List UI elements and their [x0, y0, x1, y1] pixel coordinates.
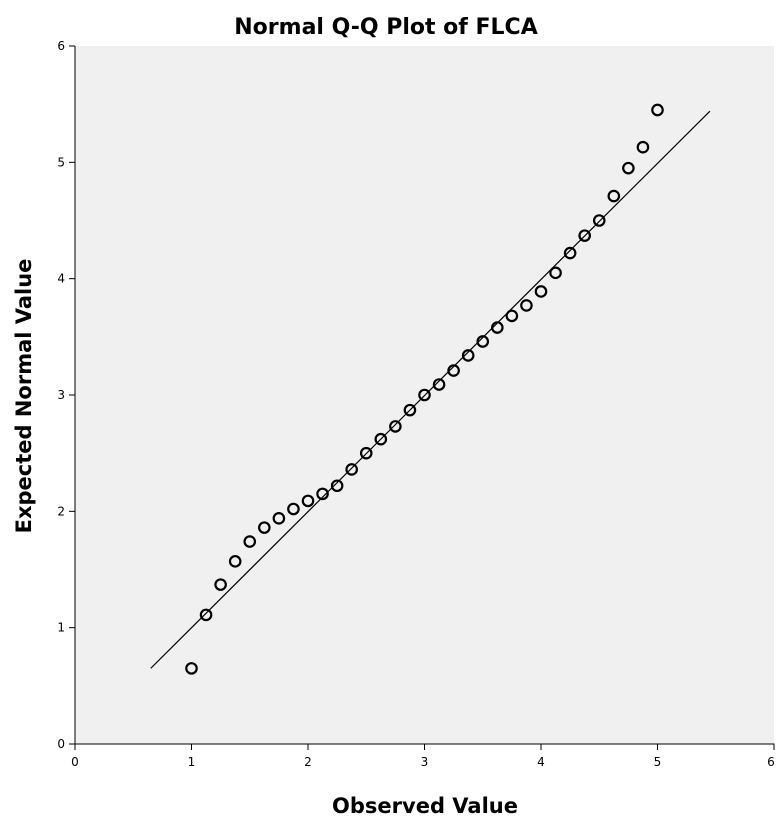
x-tick-label: 3: [421, 755, 429, 769]
data-point: [549, 266, 562, 280]
data-point: [330, 479, 344, 493]
reference-line: [150, 110, 711, 669]
x-axis-title: Observed Value: [332, 794, 518, 818]
data-point: [228, 555, 242, 568]
data-point: [418, 388, 431, 402]
data-point: [491, 321, 504, 334]
data-point: [447, 364, 460, 377]
data-point: [389, 420, 402, 433]
y-tick-label: 5: [57, 155, 65, 169]
reference-line-layer: [150, 110, 711, 669]
x-tick-label: 4: [537, 755, 545, 769]
data-point: [578, 229, 591, 242]
x-tick-label: 0: [71, 755, 79, 769]
data-point: [592, 214, 606, 227]
y-tick-label: 4: [57, 272, 65, 286]
data-point: [199, 608, 213, 622]
y-axis-title: Expected Normal Value: [12, 259, 36, 534]
x-tick-label: 6: [767, 755, 775, 769]
data-point: [476, 335, 490, 348]
data-point: [534, 285, 548, 298]
data-point: [243, 535, 257, 548]
chart-title: Normal Q-Q Plot of FLCA: [234, 15, 537, 40]
x-tick-label: 2: [304, 755, 312, 769]
y-tick-label: 6: [57, 39, 65, 53]
data-point: [345, 463, 358, 476]
data-point: [622, 161, 635, 175]
data-points-layer: [185, 103, 664, 675]
x-tick-label: 1: [188, 755, 196, 769]
data-point: [403, 403, 417, 417]
data-point: [607, 189, 621, 203]
data-point: [520, 299, 533, 312]
data-point: [651, 103, 664, 117]
data-point: [316, 487, 329, 501]
data-point: [359, 446, 373, 460]
data-point: [505, 309, 519, 323]
data-point: [636, 140, 650, 154]
data-point: [287, 502, 300, 516]
data-point: [461, 349, 475, 362]
y-tick-label: 1: [57, 621, 65, 635]
axes-layer: 0 1 2 3 4 5 6 0 1 2 3 4 5 6: [57, 39, 774, 769]
x-tick-label: 5: [654, 755, 662, 769]
data-point: [272, 512, 286, 525]
data-point: [374, 432, 388, 446]
data-point: [214, 578, 227, 591]
data-point: [563, 246, 577, 260]
data-point: [432, 378, 446, 391]
data-point: [301, 494, 315, 508]
y-tick-label: 3: [57, 388, 65, 402]
y-tick-label: 2: [57, 504, 65, 518]
data-point: [185, 662, 198, 675]
y-tick-label: 0: [57, 737, 65, 751]
data-point: [258, 521, 271, 534]
